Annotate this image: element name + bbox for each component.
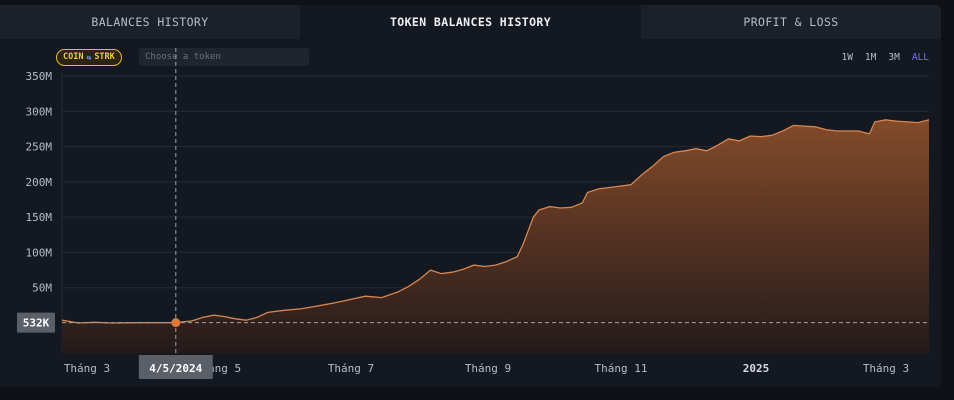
y-tick-label: 50M	[32, 282, 52, 295]
badge-coin-label: COIN	[63, 52, 84, 62]
y-tick-label: 300M	[26, 105, 53, 118]
range-selector: 1W 1M 3M ALL	[841, 52, 929, 63]
x-tick-label: Tháng 11	[595, 362, 648, 375]
tab-profit-loss[interactable]: PROFIT & LOSS	[641, 5, 941, 39]
x-tick-label: Tháng 7	[328, 362, 374, 375]
y-tick-label: 350M	[26, 70, 53, 83]
crosshair-value-label: 532K	[17, 312, 55, 333]
badge-strk-label: STRK	[94, 52, 115, 62]
coin-strk-toggle[interactable]: COIN ⇆ STRK	[56, 49, 122, 66]
crosshair-value-text: 532K	[23, 317, 50, 330]
x-tick-label: Tháng 3	[64, 362, 110, 375]
range-1m-button[interactable]: 1M	[864, 52, 877, 63]
token-search-input[interactable]	[139, 48, 309, 66]
y-axis-ticks: 350M 300M 250M 200M 150M 100M 50M	[26, 70, 53, 295]
crosshair-date-text: 4/5/2024	[149, 362, 202, 375]
crosshair-point	[171, 318, 181, 328]
y-tick-label: 100M	[26, 246, 53, 259]
tab-token-balances-history[interactable]: TOKEN BALANCES HISTORY	[300, 5, 641, 39]
x-tick-label: Tháng 3	[863, 362, 909, 375]
swap-icon: ⇆	[86, 53, 92, 62]
range-1w-button[interactable]: 1W	[841, 52, 853, 63]
x-tick-label: 2025	[743, 362, 770, 375]
tab-balances-history[interactable]: BALANCES HISTORY	[0, 5, 300, 39]
y-tick-label: 250M	[26, 141, 53, 154]
range-3m-button[interactable]: 3M	[888, 52, 900, 63]
crosshair-date-label: 4/5/2024	[138, 355, 213, 379]
balance-line	[61, 119, 930, 324]
y-tick-label: 200M	[26, 176, 53, 189]
y-tick-label: 150M	[26, 211, 53, 224]
range-all-button[interactable]: ALL	[911, 52, 929, 63]
tab-bar: BALANCES HISTORY TOKEN BALANCES HISTORY …	[0, 5, 941, 39]
balance-area	[62, 119, 929, 353]
x-tick-label: Tháng 9	[465, 362, 511, 375]
